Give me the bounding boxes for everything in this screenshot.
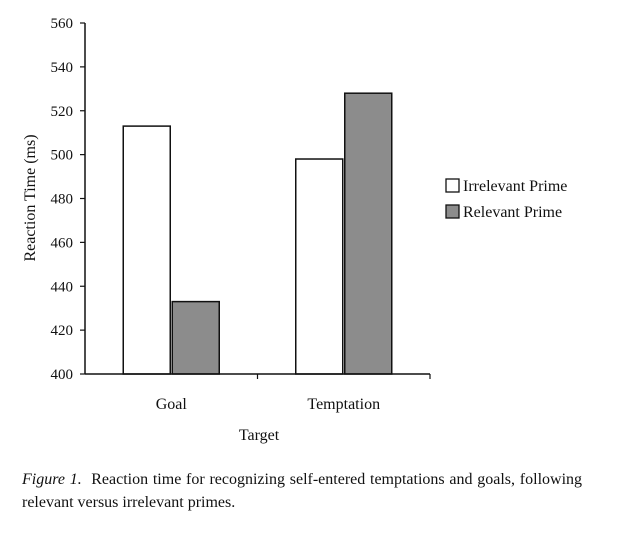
y-tick-label: 540 [51, 60, 74, 76]
y-axis-ticks: 400 420 440 460 480 500 520 540 560 [51, 16, 85, 383]
legend-swatch [445, 204, 460, 219]
figure-caption: Figure 1. Reaction time for recognizing … [22, 468, 582, 514]
figure-label: Figure 1. [22, 471, 82, 488]
legend-label: Relevant Prime [463, 204, 562, 221]
y-tick-label: 420 [51, 323, 74, 339]
y-tick-label: 520 [51, 104, 74, 120]
bar-irrelevant-prime-goal [122, 125, 171, 375]
legend: Irrelevant Prime Relevant Prime [445, 178, 567, 221]
y-axis-title: Reaction Time (ms) [22, 134, 39, 261]
y-tick-label: 400 [51, 367, 74, 383]
x-tick-label: Temptation [307, 396, 380, 413]
y-tick-label: 560 [51, 16, 74, 32]
caption-text: Reaction time for recognizing self-enter… [22, 471, 583, 511]
legend-label: Irrelevant Prime [463, 178, 567, 195]
y-tick-label: 440 [51, 279, 74, 295]
bar-irrelevant-prime-temptation [295, 158, 344, 375]
x-axis-ticks: Goal Temptation [156, 374, 431, 413]
bar-chart: 400 420 440 460 480 500 520 540 560 Goal Temptati… [22, 16, 567, 444]
y-tick-label: 480 [51, 192, 74, 208]
y-tick-label: 500 [51, 148, 74, 164]
x-axis-title: Target [239, 427, 280, 444]
y-tick-label: 460 [51, 235, 74, 251]
legend-swatch [445, 178, 460, 193]
plot-area [122, 92, 393, 375]
bar-relevant-prime-goal [171, 300, 220, 375]
bar-relevant-prime-temptation [344, 92, 393, 375]
x-tick-label: Goal [156, 396, 188, 413]
